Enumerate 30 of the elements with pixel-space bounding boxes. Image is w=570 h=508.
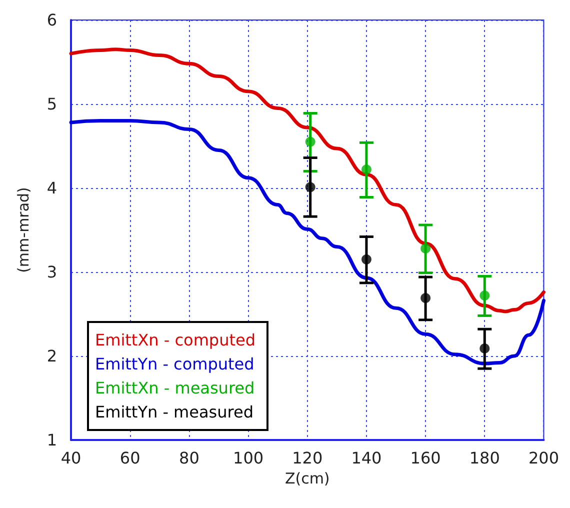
x-tick-label: 120 (292, 448, 323, 468)
y-tick-label: 1 (46, 430, 57, 450)
point (480, 290, 490, 301)
x-tick-label: 160 (410, 448, 441, 468)
y-tick-label: 2 (46, 346, 57, 366)
point (305, 136, 316, 147)
x-tick-label: 80 (179, 448, 200, 468)
x-tick-label: 100 (233, 448, 264, 468)
text: EmittXn - computed (95, 330, 256, 350)
text: EmittXn - measured (95, 378, 255, 398)
point (361, 164, 372, 175)
y-tick-label: 4 (46, 178, 57, 198)
y-tick-label: 3 (46, 262, 57, 282)
x-tick-label: 180 (469, 448, 500, 468)
point (305, 182, 316, 192)
text: EmittYn - measured (95, 402, 254, 422)
x-tick-label: 60 (120, 448, 140, 468)
x-axis-title: Z(cm) (284, 469, 330, 488)
y-axis-title: (mm-mrad) (14, 187, 32, 273)
x-tick-label: 200 (528, 448, 560, 468)
y-tick-label: 6 (46, 10, 57, 30)
x-tick-label: 140 (351, 448, 382, 468)
x-tick-label: 40 (60, 448, 82, 468)
point (420, 243, 431, 254)
y-tick-label: 5 (46, 94, 57, 114)
point (480, 343, 490, 354)
point (420, 293, 431, 304)
text: EmittYn - computed (95, 354, 254, 374)
point (361, 254, 372, 264)
line-series (69, 48, 546, 314)
